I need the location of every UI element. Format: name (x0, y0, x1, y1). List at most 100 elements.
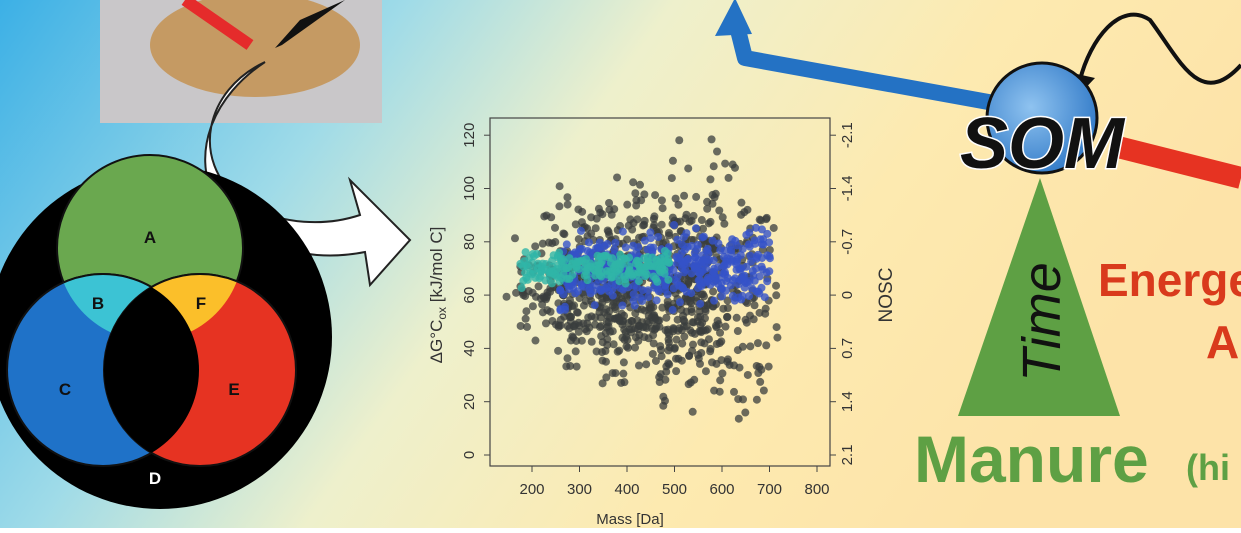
dot-texture (534, 282, 543, 291)
manure-note: (hi (1186, 447, 1230, 488)
dot-texture (748, 284, 757, 293)
dot-texture (512, 288, 521, 297)
dot-texture (659, 401, 668, 410)
dot-texture (662, 367, 671, 376)
dot-texture (693, 245, 702, 254)
dot-texture (652, 322, 661, 331)
dot-texture (667, 174, 676, 183)
dot-texture (674, 200, 683, 209)
dot-texture (720, 246, 729, 255)
venn-label: E (228, 380, 239, 399)
dot-texture (762, 215, 771, 224)
dot-texture (772, 291, 781, 300)
dot-texture (598, 379, 607, 388)
dot-texture (704, 335, 713, 344)
dot-texture (756, 235, 765, 244)
dot-texture (750, 301, 759, 310)
dot-texture (595, 238, 604, 247)
dot-texture (738, 244, 747, 253)
dot-texture (551, 238, 560, 247)
dot-texture (532, 250, 541, 259)
dot-texture (709, 287, 718, 296)
dot-texture (637, 196, 646, 205)
dot-texture (613, 173, 622, 182)
dot-texture (591, 224, 600, 233)
dot-texture (720, 260, 729, 269)
dot-texture (651, 315, 660, 324)
dot-texture (602, 305, 611, 314)
dot-texture (573, 308, 582, 317)
dot-texture (749, 271, 758, 280)
dot-texture (603, 341, 612, 350)
dot-texture (625, 262, 634, 271)
dot-texture (624, 343, 633, 352)
dot-texture (629, 296, 638, 305)
dot-texture (572, 362, 581, 371)
dot-texture (714, 239, 723, 248)
venn-label: D (149, 469, 161, 488)
dot-texture (641, 272, 650, 281)
x-tick-label: 700 (757, 481, 782, 498)
dot-texture (671, 194, 680, 203)
dot-texture (751, 223, 760, 232)
dot-texture (574, 235, 583, 244)
dot-texture (737, 210, 746, 219)
dot-texture (545, 268, 554, 277)
dot-texture (721, 322, 730, 331)
dot-texture (709, 162, 718, 171)
y2-tick-label: 2.1 (839, 445, 856, 466)
dot-texture (765, 252, 774, 261)
dot-texture (733, 327, 742, 336)
dot-texture (598, 298, 607, 307)
dot-texture (609, 340, 618, 349)
dot-texture (571, 220, 580, 229)
som-label: SOM (960, 104, 1126, 184)
dot-texture (738, 395, 747, 404)
dot-texture (697, 348, 706, 357)
dot-texture (631, 259, 640, 268)
dot-texture (623, 200, 632, 209)
dot-texture (673, 235, 682, 244)
dot-texture (692, 192, 701, 201)
dot-texture (772, 323, 781, 332)
dot-texture (722, 313, 731, 322)
y2-tick-label: 0 (839, 291, 856, 299)
dot-texture (517, 283, 526, 292)
dot-texture (584, 238, 593, 247)
dot-texture (718, 285, 727, 294)
dot-texture (718, 292, 727, 301)
y2-tick-label: 1.4 (839, 391, 856, 412)
dot-texture (601, 251, 610, 260)
dot-texture (753, 339, 762, 348)
dot-texture (759, 386, 768, 395)
dot-texture (579, 301, 588, 310)
dot-texture (640, 333, 649, 342)
y2-tick-label: 0.7 (839, 338, 856, 359)
y-label-unit: [kJ/mol C] (427, 227, 446, 307)
dot-texture (732, 313, 741, 322)
dot-texture (640, 190, 649, 199)
dot-texture (710, 296, 719, 305)
dot-texture (735, 264, 744, 273)
dot-texture (680, 332, 689, 341)
dot-texture (752, 252, 761, 261)
dot-texture (629, 290, 638, 299)
dot-texture (631, 343, 640, 352)
dot-texture (571, 347, 580, 356)
time-label: Time (1012, 262, 1072, 382)
dot-texture (608, 369, 617, 378)
dot-texture (742, 230, 751, 239)
dot-texture (653, 277, 662, 286)
dot-texture (557, 274, 566, 283)
dot-texture (570, 301, 579, 310)
dot-texture (644, 311, 653, 320)
dot-texture (652, 296, 661, 305)
x-tick-label: 400 (614, 481, 639, 498)
dot-texture (743, 370, 752, 379)
dot-texture (531, 336, 540, 345)
y2-tick-label: -2.1 (839, 122, 856, 148)
photo (100, 0, 382, 123)
dot-texture (716, 376, 725, 385)
y-label-main: ΔG°C (427, 320, 446, 364)
y-label-sub: ox (435, 307, 449, 320)
